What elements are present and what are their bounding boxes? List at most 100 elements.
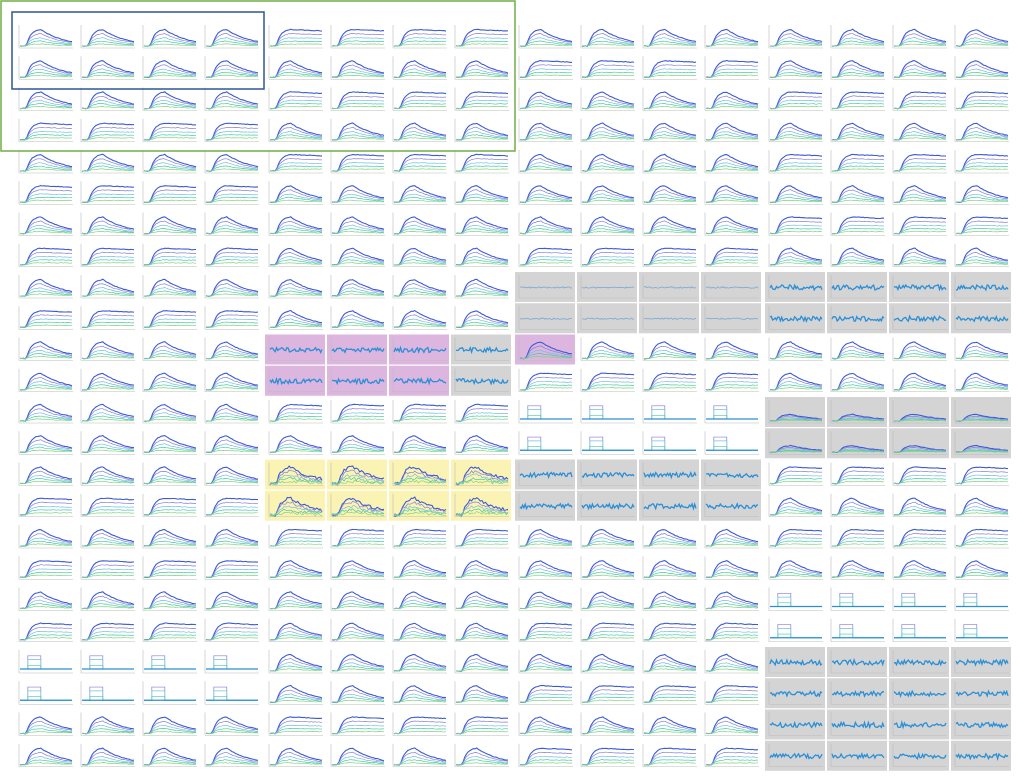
panel-background (265, 115, 325, 146)
trace (893, 658, 947, 667)
trace (455, 131, 509, 141)
trace (893, 99, 947, 110)
trace (205, 71, 259, 78)
trace (519, 689, 573, 703)
trace (331, 759, 384, 766)
trace (643, 95, 696, 109)
trace (894, 568, 947, 578)
plot-panel (389, 115, 449, 146)
trace (81, 384, 135, 391)
trace (205, 435, 259, 454)
panel-background (889, 209, 949, 240)
plot-panel (577, 240, 637, 271)
panel-background (327, 522, 387, 552)
trace (205, 756, 259, 766)
trace (705, 543, 759, 547)
panel-background (15, 115, 75, 146)
trace (81, 262, 135, 266)
panel-background (201, 178, 261, 209)
plot-panel (765, 490, 825, 521)
trace (455, 756, 509, 766)
panel-background (577, 647, 637, 677)
trace (206, 439, 259, 453)
trace (331, 634, 385, 641)
trace (705, 158, 758, 172)
panel-background (639, 709, 699, 740)
trace (893, 501, 947, 516)
plot-panel (15, 459, 75, 490)
trace (956, 103, 1009, 109)
panel-background (451, 209, 511, 240)
trace (269, 40, 322, 47)
trace (269, 759, 323, 766)
trace (581, 662, 635, 672)
trace (643, 346, 697, 360)
trace (205, 599, 259, 609)
trace (643, 262, 697, 266)
trace (705, 259, 759, 266)
trace (19, 731, 73, 735)
panel-background (15, 740, 75, 771)
trace (769, 417, 823, 422)
trace (144, 130, 197, 141)
plot-panel (765, 428, 825, 459)
trace (269, 193, 323, 203)
trace (831, 413, 885, 422)
trace (331, 189, 385, 203)
trace (269, 689, 323, 703)
trace (893, 349, 947, 360)
trace (143, 603, 197, 610)
panel-background (327, 459, 387, 490)
plot-panel (951, 522, 1011, 552)
trace (393, 262, 447, 266)
trace (270, 443, 323, 453)
trace (643, 543, 697, 547)
plot-panel (265, 678, 325, 709)
trace (769, 68, 823, 78)
panel-background (701, 240, 761, 271)
trace (143, 256, 197, 266)
trace (394, 153, 447, 172)
trace (144, 193, 197, 203)
trace (81, 730, 135, 735)
trace (581, 728, 635, 734)
trace (331, 290, 385, 297)
trace (520, 130, 572, 141)
trace (81, 751, 135, 766)
trace (19, 418, 73, 422)
plot-panel (951, 303, 1011, 334)
trace (582, 255, 635, 266)
plot-panel (389, 740, 449, 771)
trace (955, 122, 1009, 141)
trace (269, 314, 322, 328)
trace (19, 43, 73, 47)
trace (143, 600, 197, 610)
plot-panel (139, 303, 199, 334)
plot-panel (889, 397, 949, 427)
panel-background (265, 459, 325, 490)
panel-background (515, 709, 575, 740)
trace (956, 196, 1008, 203)
trace (955, 537, 1009, 547)
trace (269, 662, 323, 672)
trace (769, 470, 823, 484)
trace (893, 478, 947, 485)
trace (331, 622, 385, 641)
plot-panel (265, 209, 325, 240)
trace (643, 60, 697, 79)
trace (270, 220, 323, 235)
trace (206, 637, 259, 641)
panel-background (889, 84, 949, 115)
trace (206, 418, 258, 422)
trace (455, 466, 509, 486)
trace (269, 37, 323, 47)
trace (19, 193, 73, 203)
trace (205, 189, 259, 203)
trace (769, 60, 823, 79)
trace (205, 126, 259, 141)
trace (20, 278, 73, 297)
trace (705, 605, 759, 609)
trace (581, 637, 635, 641)
trace (394, 603, 447, 609)
trace (331, 415, 385, 422)
